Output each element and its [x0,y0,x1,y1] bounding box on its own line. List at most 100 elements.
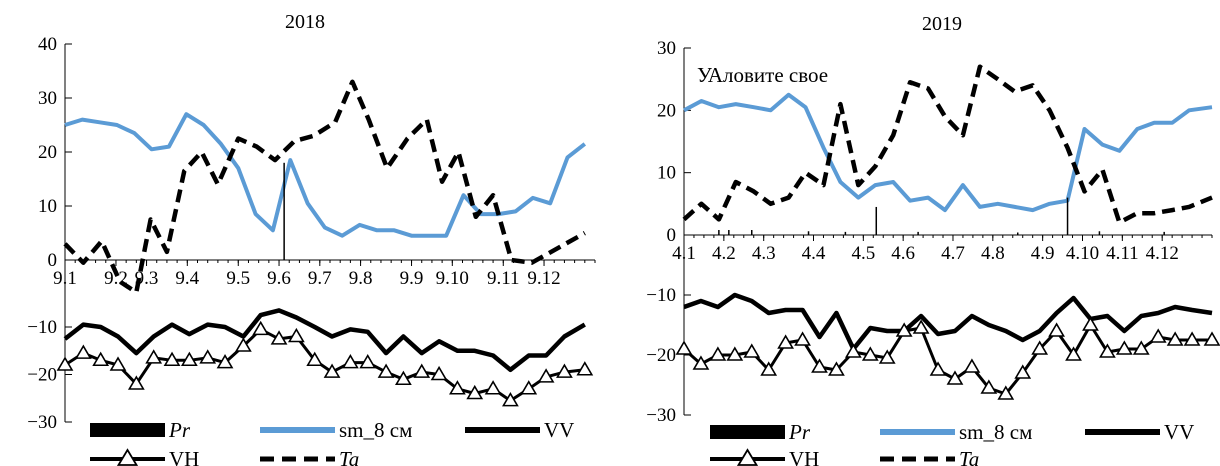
vh-marker [341,354,359,369]
vh-marker [323,363,341,378]
vh-marker [760,361,778,376]
vh-marker [929,361,947,376]
vh-marker [1115,340,1133,355]
legend-vh-marker [736,448,759,466]
vh-marker [430,365,448,381]
vh-marker [74,344,92,359]
x-tick-label: 9.9 [400,268,424,289]
vh-marker [1031,340,1049,355]
vh-marker [556,363,573,378]
y-tick-label: 0 [48,250,58,271]
vh-marker [466,384,484,400]
x-tick-label: 9.5 [226,268,250,289]
x-tick-label: 4.8 [981,243,1005,264]
y-tick-label: −30 [646,405,676,426]
vh-marker [844,343,862,358]
vh-marker [306,351,324,367]
y-tick-label: −20 [646,345,676,366]
vh-marker [127,375,145,390]
vh-marker [692,355,710,370]
x-tick-label: 4.1 [672,243,696,264]
series-vv-line [63,308,586,373]
x-tick-label: 9.1 [53,268,77,289]
vh-marker [997,385,1015,400]
legend-label-vh: VH [169,447,199,466]
y-tick-label: −10 [646,285,676,306]
y-tick-label: 20 [657,100,676,121]
chart-title: 2018 [285,11,325,33]
x-tick-label: 9.12 [527,268,560,289]
vh-marker [163,351,181,367]
x-tick-label: 4.12 [1146,243,1179,264]
x-tick-label: 9.4 [175,268,199,289]
vh-marker [145,349,163,364]
y-tick-label: 30 [38,88,57,109]
vh-marker [109,356,127,371]
series-ta-line [63,79,586,295]
legend-label-vv: VV [1164,420,1194,444]
vh-marker [92,351,110,367]
chart-title: 2019 [922,13,962,35]
y-tick-label: 40 [38,34,57,55]
vh-marker [828,361,845,376]
legend-label-vv: VV [544,418,574,442]
y-tick-label: −10 [27,317,57,338]
vh-marker [1065,346,1082,361]
vh-marker [484,380,502,395]
vh-marker [252,320,270,336]
x-tick-label: 4.10 [1066,243,1099,264]
x-tick-label: 9.10 [436,268,469,289]
series-sm-line [64,112,587,238]
vh-marker [180,351,198,367]
x-tick-label: 9.8 [349,268,373,289]
series-ta-line [682,64,1213,225]
legend-label-ta: Ta [959,447,979,466]
series-sm-line [683,92,1213,213]
vh-marker [811,358,828,373]
chart-2019: 2019 0 10 20 30 −30 −20 −10 4.1 4.2 4.3 4.4 4.5 4.6 4.… [646,13,1220,466]
vh-marker [377,363,395,378]
y-tick-label: −20 [27,365,57,386]
vh-marker [878,349,896,364]
vh-marker [1014,364,1032,379]
vh-marker [502,392,519,407]
x-tick-label: 4.9 [1031,243,1055,264]
vh-marker [675,340,693,355]
vh-marker [234,337,252,352]
vh-marker [946,370,964,385]
vh-marker [1099,343,1116,358]
vh-marker [270,330,288,345]
vh-marker [1082,316,1099,331]
legend-swatch-pr [90,423,165,437]
vh-marker [709,346,727,361]
vh-marker [1183,331,1201,346]
x-tick-label: 9.7 [308,268,332,289]
vh-marker [743,343,761,358]
x-tick-label: 9.3 [135,268,159,289]
vh-marker [963,358,981,373]
legend-label-vh: VH [789,447,819,466]
x-tick-label: 4.7 [941,243,965,264]
vh-marker [980,379,998,394]
vh-marker [520,380,538,395]
vh-marker [1203,331,1220,346]
x-tick-label: 4.6 [891,243,915,264]
vh-marker [777,334,795,349]
x-tick-label: 4.2 [712,243,736,264]
vh-marker [216,354,234,369]
legend-swatch-pr [710,425,785,439]
y-tick-label: 20 [38,142,57,163]
vh-marker [537,368,555,383]
vh-marker [794,331,811,346]
vh-marker [1149,328,1167,343]
vh-marker [1166,331,1184,346]
vh-marker [449,380,466,395]
vh-marker [287,327,305,343]
vh-marker [1132,340,1150,355]
vh-marker [394,370,412,386]
x-tick-label: 4.11 [1106,243,1139,264]
x-tick-label: 4.3 [752,243,776,264]
vh-marker [413,363,431,378]
vh-marker [359,354,377,369]
vh-marker [576,361,594,376]
